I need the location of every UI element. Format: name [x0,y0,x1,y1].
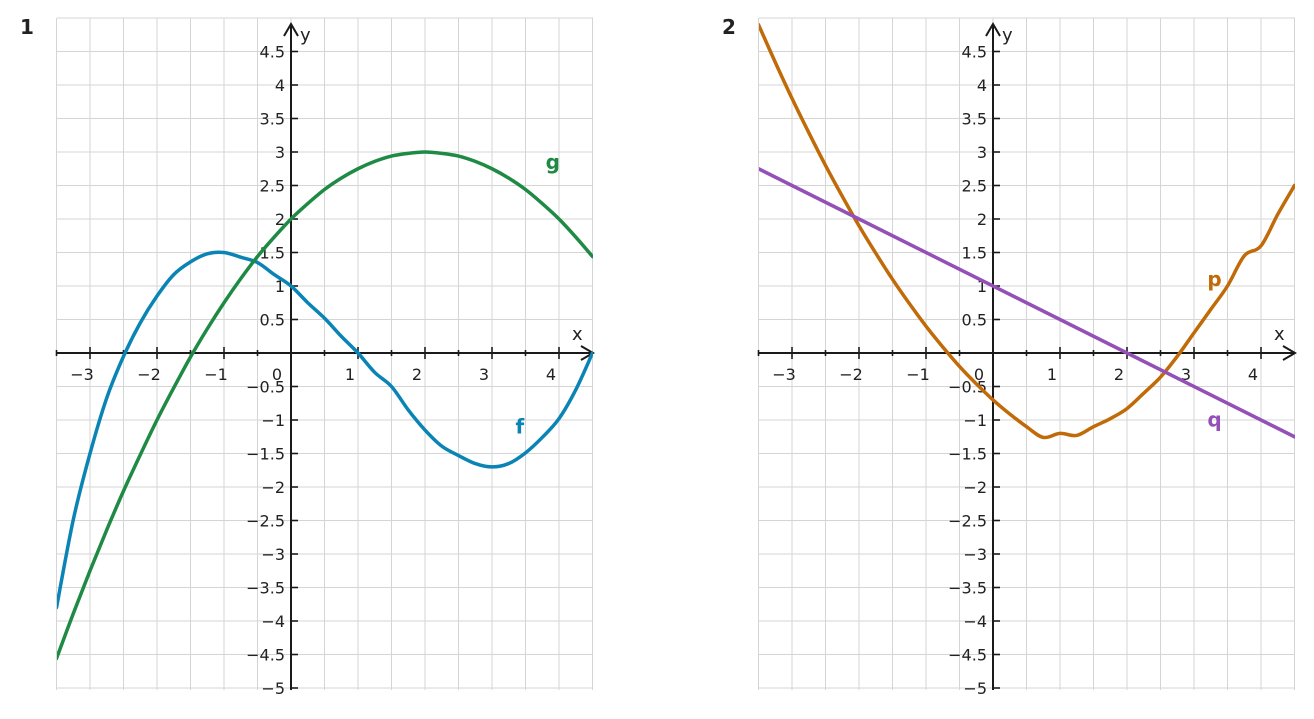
panel-number: 2 [722,15,736,39]
y-tick-label: 4 [275,76,285,95]
panel-number: 1 [20,15,34,39]
x-tick-label: −2 [137,365,161,384]
y-tick-label: −3.5 [246,579,285,598]
y-tick-label: 2 [275,210,285,229]
y-tick-label: −3.5 [948,579,987,598]
y-tick-label: −1.5 [948,445,987,464]
x-tick-label: −1 [906,365,930,384]
x-tick-label: 3 [1181,365,1191,384]
y-tick-label: −5 [261,679,285,698]
series-p-line [759,23,1295,440]
y-tick-label: −3 [963,545,987,564]
x-tick-label: 3 [479,365,489,384]
y-tick-label: 4.5 [962,43,987,62]
y-tick-label: −2 [261,478,285,497]
y-tick-label: −4 [261,612,285,631]
y-tick-label: 3 [275,143,285,162]
y-tick-label: −4.5 [948,646,987,665]
y-tick-label: −2 [963,478,987,497]
y-tick-label: 4.5 [260,43,285,62]
y-tick-label: 2.5 [260,177,285,196]
y-tick-label: 3 [977,143,987,162]
x-tick-label: 2 [1114,365,1124,384]
x-tick-label: −2 [839,365,863,384]
x-axis-label: x [1274,324,1285,345]
y-tick-label: 0.5 [962,311,987,330]
chart-panel-2: −3 −2 −1 0 1 2 3 4 4.5 4 3.5 3 2.5 2 1.5 1 0.5 −0.5 −1 −1.5… [722,15,1297,698]
x-axis-arrow [1282,345,1297,361]
x-tick-label: 0 [974,365,984,384]
x-tick-label: 4 [1248,365,1258,384]
x-tick-label: 2 [412,365,422,384]
y-tick-label: 4 [977,76,987,95]
y-tick-label: −0.5 [948,378,987,397]
series-g-line [57,150,593,661]
y-tick-label: 1 [275,277,285,296]
y-tick-label: 3.5 [962,110,987,129]
x-tick-label: −3 [772,365,796,384]
x-axis-label: x [572,324,583,345]
y-axis-label: y [300,25,311,46]
y-tick-label: −2.5 [246,512,285,531]
y-tick-label: −4 [963,612,987,631]
series-q-line [759,167,1295,439]
x-tick-label: 0 [272,365,282,384]
y-tick-label: 0.5 [260,311,285,330]
x-tick-label: −3 [70,365,94,384]
series-f-label: f [515,414,524,438]
chart-panel-1: −3 −2 −1 0 1 2 3 4 4.5 4 3.5 3 2.5 2 1.5 1 0.5 −0.5 −1 −1.5… [20,15,595,698]
y-tick-label: −1.5 [246,445,285,464]
y-tick-label: −5 [963,679,987,698]
y-axis-label: y [1002,25,1013,46]
series-g-label: g [546,150,560,174]
y-axis-arrow [985,22,1001,37]
y-axis-arrow [283,22,299,37]
y-tick-label: −0.5 [246,378,285,397]
series-p-label: p [1207,267,1221,291]
y-tick-label: −3 [261,545,285,564]
y-tick-label: −1 [963,411,987,430]
y-tick-label: 1.5 [962,244,987,263]
x-tick-label: 4 [546,365,556,384]
y-tick-label: −2.5 [948,512,987,531]
y-tick-label: 2 [977,210,987,229]
y-tick-label: −4.5 [246,646,285,665]
series-f-line [57,250,593,610]
x-tick-label: −1 [204,365,228,384]
y-tick-label: 1 [977,277,987,296]
x-tick-label: 1 [345,365,355,384]
y-tick-label: 3.5 [260,110,285,129]
series-q-label: q [1207,408,1221,432]
y-tick-label: 1.5 [260,244,285,263]
y-tick-label: −1 [261,411,285,430]
x-tick-label: 1 [1047,365,1057,384]
y-tick-label: 2.5 [962,177,987,196]
